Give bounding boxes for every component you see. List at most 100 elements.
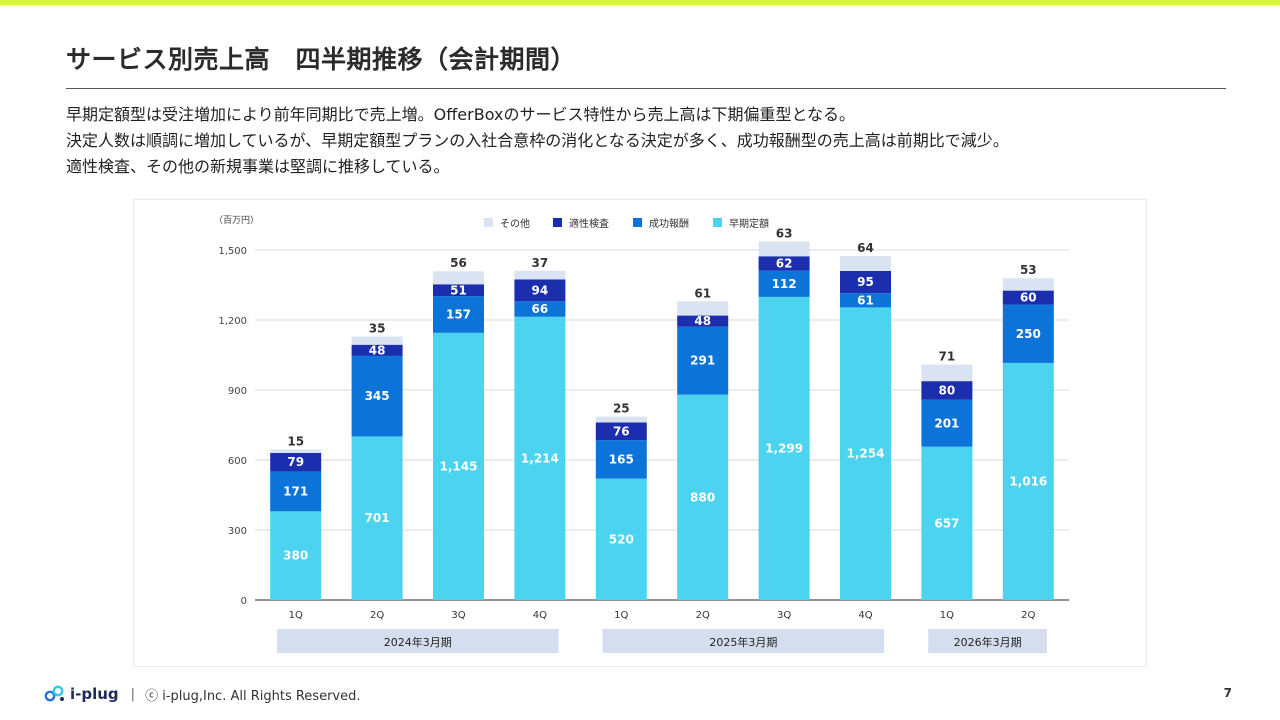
bar-success-5	[677, 326, 729, 395]
footer: i-plug | ⓒ i-plug,Inc. All Rights Reserv…	[44, 682, 361, 706]
page-number: 7	[1223, 686, 1232, 700]
bar-early-0	[270, 511, 322, 600]
data-label-early: 1,214	[521, 451, 559, 465]
x-tick-label: 1Q	[614, 610, 628, 621]
data-label-early: 380	[283, 549, 308, 563]
bar-aptitude-1	[351, 344, 403, 356]
data-label-success: 250	[1016, 327, 1041, 341]
data-label-success: 291	[690, 354, 715, 368]
data-label-aptitude: 48	[369, 343, 386, 357]
bar-other-6	[758, 241, 810, 257]
legend-label: その他	[500, 217, 530, 230]
legend-swatch-成功報酬	[633, 218, 642, 227]
x-tick-label: 3Q	[451, 610, 465, 621]
data-label-aptitude: 76	[613, 424, 630, 438]
data-label-other: 61	[694, 286, 711, 300]
footer-separator: |	[130, 686, 136, 702]
bar-aptitude-2	[433, 284, 484, 297]
stacked-bar-chart: 0 300 600 900 1,200 1,500 （百万円） その他 適性検査 成功報酬 早期定額…	[214, 215, 1069, 653]
data-label-other: 63	[776, 227, 793, 241]
data-label-success: 345	[365, 389, 390, 403]
data-label-early: 657	[934, 516, 959, 530]
period-label: 2025年3月期	[709, 635, 777, 649]
chart-panel: 0 300 600 900 1,200 1,500 （百万円） その他 適性検査 成功報酬 早期定額…	[134, 200, 1146, 666]
data-label-other: 71	[939, 350, 956, 364]
period-band-2	[928, 629, 1047, 653]
description-line-2: 決定人数は順調に増加しているが、早期定額型プランの入社合意枠の消化となる決定が多…	[66, 131, 1009, 150]
data-label-other: 15	[287, 435, 304, 449]
bar-success-8	[921, 399, 973, 447]
x-tick-label: 4Q	[533, 610, 547, 621]
x-tick-label: 2Q	[370, 610, 384, 621]
bar-early-8	[921, 446, 973, 600]
bar-aptitude-8	[921, 381, 973, 400]
legend-swatch-早期定額	[713, 218, 722, 227]
data-label-success: 157	[446, 308, 471, 322]
data-label-other: 56	[450, 256, 467, 270]
company-logo[interactable]: i-plug	[44, 685, 119, 703]
bar-aptitude-0	[270, 453, 322, 472]
bar-aptitude-3	[514, 279, 566, 302]
data-label-other: 25	[613, 402, 630, 416]
x-tick-label: 1Q	[289, 610, 303, 621]
bar-aptitude-4	[595, 422, 647, 441]
bar-early-2	[433, 332, 484, 600]
data-label-early: 1,145	[440, 459, 478, 473]
x-tick-label: 2Q	[1021, 610, 1035, 621]
y-axis-unit-label: （百万円）	[214, 215, 259, 226]
bar-other-1	[351, 336, 403, 345]
data-label-early: 701	[365, 511, 390, 525]
bar-success-1	[351, 355, 403, 437]
bar-aptitude-5	[677, 315, 729, 327]
x-tick-label: 2Q	[696, 610, 710, 621]
data-label-aptitude: 80	[939, 383, 956, 397]
x-tick-label: 4Q	[858, 610, 872, 621]
bar-early-7	[840, 307, 891, 600]
copyright-text: ⓒ i-plug,Inc. All Rights Reserved.	[145, 688, 361, 704]
data-label-aptitude: 60	[1020, 291, 1037, 305]
bar-success-3	[514, 301, 566, 317]
y-tick-label: 1,500	[218, 246, 247, 257]
legend-label: 適性検査	[569, 217, 609, 230]
bar-success-7	[840, 293, 891, 308]
period-band-0	[277, 629, 559, 653]
bar-early-3	[514, 316, 566, 600]
logo-text: i-plug	[70, 685, 119, 703]
data-label-success: 112	[772, 277, 797, 291]
legend-label: 成功報酬	[649, 218, 689, 230]
bar-early-1	[351, 436, 403, 600]
data-label-aptitude: 51	[450, 283, 467, 297]
bar-aptitude-6	[758, 256, 810, 271]
data-label-aptitude: 62	[776, 257, 793, 271]
period-label: 2026年3月期	[954, 635, 1022, 649]
bar-success-6	[758, 270, 810, 297]
description-line-3: 適性検査、その他の新規事業は堅調に推移している。	[66, 157, 450, 176]
legend-swatch-適性検査	[553, 218, 562, 227]
x-tick-label: 1Q	[940, 610, 954, 621]
bar-other-7	[840, 256, 891, 271]
data-label-early: 1,016	[1009, 474, 1047, 488]
bar-other-3	[514, 270, 566, 280]
data-label-aptitude: 48	[694, 314, 711, 328]
bar-other-5	[677, 301, 729, 316]
bar-aptitude-7	[840, 271, 891, 294]
data-label-other: 35	[369, 322, 386, 336]
i-plug-logo-icon	[44, 685, 64, 702]
data-label-other: 53	[1020, 263, 1037, 277]
description: 早期定額型は受注増加により前年同期比で売上増。OfferBoxのサービス特性から…	[66, 102, 1009, 180]
y-tick-label: 600	[228, 456, 247, 467]
data-label-success: 201	[934, 416, 959, 430]
page-title: サービス別売上高 四半期推移（会計期間）	[66, 45, 577, 74]
description-line-1: 早期定額型は受注増加により前年同期比で売上増。OfferBoxのサービス特性から…	[66, 105, 855, 124]
data-label-early: 1,299	[765, 441, 803, 455]
bar-success-4	[595, 440, 647, 479]
data-label-early: 880	[690, 490, 715, 504]
bar-success-2	[433, 296, 484, 333]
data-label-aptitude: 79	[287, 455, 304, 469]
legend-swatch-その他	[484, 218, 493, 227]
legend-label: 早期定額	[729, 217, 769, 230]
bar-early-5	[677, 394, 729, 600]
data-label-aptitude: 94	[532, 283, 549, 297]
data-label-other: 64	[857, 241, 874, 255]
bar-early-6	[758, 296, 810, 600]
